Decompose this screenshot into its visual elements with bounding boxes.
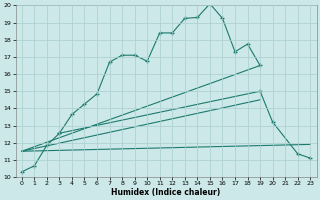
X-axis label: Humidex (Indice chaleur): Humidex (Indice chaleur) [111,188,221,197]
